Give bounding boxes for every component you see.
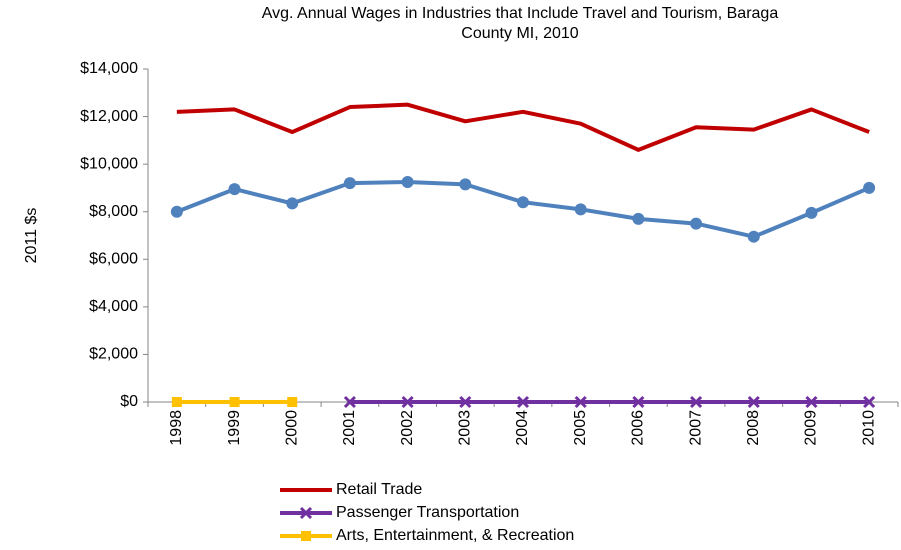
point: [343, 177, 356, 190]
legend-label: Passenger Transportation: [336, 504, 519, 521]
point: [343, 395, 356, 409]
point: [401, 395, 414, 409]
point: [747, 230, 760, 243]
x-tick-label: 1999: [226, 410, 243, 446]
point: [459, 178, 472, 191]
point: [632, 395, 645, 409]
point: [632, 212, 645, 225]
y-tick-label: $4,000: [89, 298, 138, 315]
point: [574, 203, 587, 216]
point: [229, 397, 240, 407]
x-tick-label: 2008: [745, 410, 762, 446]
point: [863, 395, 876, 409]
y-tick-label: $6,000: [89, 251, 138, 268]
series-line: [176, 179, 870, 239]
legend-marker: [299, 506, 313, 520]
x-tick-label: 2006: [630, 410, 647, 446]
point: [171, 397, 182, 407]
y-tick-label: $10,000: [80, 155, 138, 172]
point: [228, 183, 241, 196]
x-tick-label: 2010: [860, 410, 877, 446]
point: [747, 395, 760, 409]
x-tick-label: 2001: [341, 410, 358, 446]
x-tick-label: 2005: [572, 410, 589, 446]
x-tick-label: 2009: [803, 410, 820, 446]
x-tick-label: 2007: [687, 410, 704, 446]
legend-label: Arts, Entertainment, & Recreation: [336, 527, 574, 544]
y-tick-label: $14,000: [80, 60, 138, 77]
x-tick-label: 2004: [514, 410, 531, 446]
point: [805, 395, 818, 409]
x-tick-label: 2003: [457, 410, 474, 446]
y-axis-label: 2011 $s: [23, 208, 40, 264]
point: [170, 205, 183, 218]
x-tick-label: 2002: [399, 410, 416, 446]
point: [863, 181, 876, 194]
y-tick-label: $2,000: [89, 346, 138, 363]
point: [286, 197, 299, 210]
chart-title: Avg. Annual Wages in Industries that Inc…: [261, 5, 779, 42]
point: [401, 175, 414, 188]
series-line: [176, 102, 870, 152]
y-tick-label: $0: [120, 393, 138, 410]
legend-label: Retail Trade: [336, 481, 422, 498]
x-tick-label: 1998: [168, 410, 185, 446]
point: [690, 217, 703, 230]
point: [516, 395, 530, 409]
y-tick-label: $8,000: [89, 203, 138, 220]
y-tick-label: $12,000: [80, 108, 138, 125]
point: [287, 397, 298, 407]
point: [805, 206, 818, 219]
point: [459, 395, 472, 409]
point: [574, 395, 587, 409]
legend-marker: [301, 531, 311, 541]
point: [690, 395, 703, 409]
x-tick-label: 2000: [283, 410, 300, 446]
point: [517, 196, 529, 209]
